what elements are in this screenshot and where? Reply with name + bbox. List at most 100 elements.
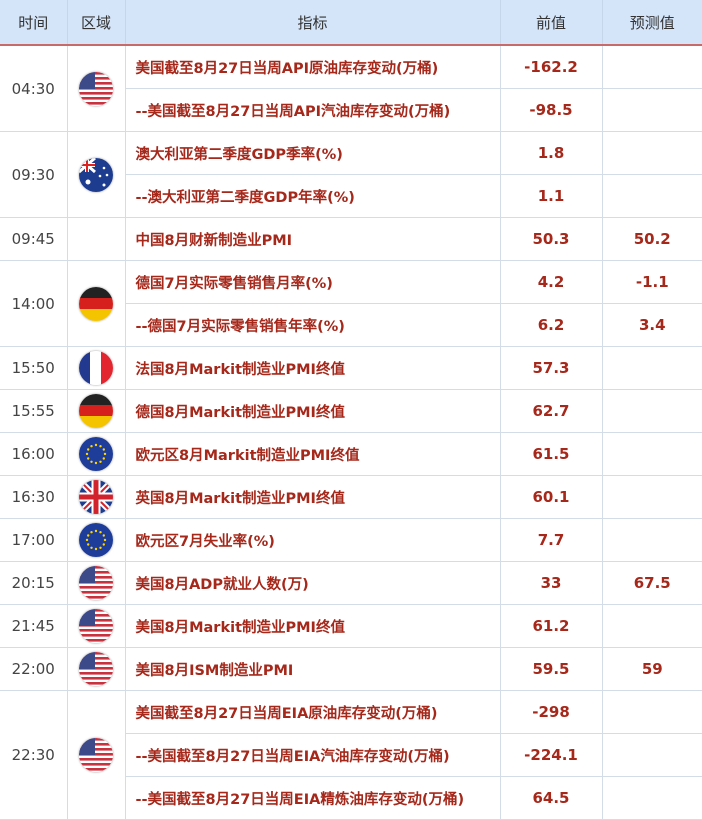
previous-value: 61.5 bbox=[500, 432, 603, 476]
forecast-value: 50.2 bbox=[602, 217, 702, 261]
indicator-name[interactable]: 德国8月Markit制造业PMI终值 bbox=[125, 389, 501, 433]
us-flag-icon bbox=[79, 738, 113, 772]
previous-value: 7.7 bbox=[500, 518, 603, 562]
indicator-name[interactable]: 德国7月实际零售销售月率(%) bbox=[125, 260, 501, 304]
previous-value: 33 bbox=[500, 561, 603, 605]
table-row: 15:50 法国8月Markit制造业PMI终值 57.3 bbox=[0, 346, 702, 390]
australia-flag-icon bbox=[79, 157, 113, 192]
previous-value: 1.1 bbox=[500, 174, 603, 218]
previous-value: 61.2 bbox=[500, 604, 603, 648]
region-cell bbox=[67, 44, 126, 132]
region-cell bbox=[67, 131, 126, 218]
us-flag-icon bbox=[79, 71, 113, 106]
indicator-name[interactable]: 美国截至8月27日当周API原油库存变动(万桶) bbox=[125, 44, 501, 89]
table-row: 04:30 美国截至8月27日当周API原油库存变动(万桶) -162.2 bbox=[0, 44, 702, 132]
indicator-name[interactable]: 中国8月财新制造业PMI bbox=[125, 217, 501, 261]
table-row: 17:00 欧元区7月失业率(%) 7.7 bbox=[0, 518, 702, 562]
forecast-value bbox=[602, 733, 702, 777]
table-row: 22:00 美国8月ISM制造业PMI 59.5 59 bbox=[0, 647, 702, 691]
indicator-name[interactable]: 美国8月ISM制造业PMI bbox=[125, 647, 501, 691]
table-row: 09:30 澳大利亚第二季度GDP季率(%) 1.8 bbox=[0, 131, 702, 218]
eu-flag-icon bbox=[79, 437, 113, 471]
indicator-name[interactable]: --澳大利亚第二季度GDP年率(%) bbox=[125, 174, 501, 218]
forecast-value: 3.4 bbox=[602, 303, 702, 347]
region-cell bbox=[67, 260, 126, 347]
header-time: 时间 bbox=[0, 0, 68, 46]
table-row: 16:00 欧元区8月Markit制造业PMI终值 61.5 bbox=[0, 432, 702, 476]
previous-value: 60.1 bbox=[500, 475, 603, 519]
table-row: 20:15 美国8月ADP就业人数(万) 33 67.5 bbox=[0, 561, 702, 605]
uk-flag-icon bbox=[79, 480, 113, 514]
header-region: 区域 bbox=[67, 0, 126, 46]
table-row: 14:00 德国7月实际零售销售月率(%) 4.2 -1.1 bbox=[0, 260, 702, 347]
indicator-name[interactable]: 美国截至8月27日当周EIA原油库存变动(万桶) bbox=[125, 690, 501, 734]
us-flag-icon bbox=[79, 652, 113, 686]
region-cell bbox=[67, 518, 126, 562]
table-row: 16:30 英国8月Markit制造业PMI终值 60.1 bbox=[0, 475, 702, 519]
header-indicator: 指标 bbox=[125, 0, 501, 46]
event-time: 09:45 bbox=[0, 217, 68, 261]
region-cell bbox=[67, 690, 126, 820]
previous-value: 50.3 bbox=[500, 217, 603, 261]
us-flag-icon bbox=[79, 609, 113, 643]
forecast-value bbox=[602, 475, 702, 519]
indicator-name[interactable]: --美国截至8月27日当周EIA精炼油库存变动(万桶) bbox=[125, 776, 501, 820]
indicator-name[interactable]: --美国截至8月27日当周API汽油库存变动(万桶) bbox=[125, 88, 501, 132]
event-time: 09:30 bbox=[0, 131, 68, 218]
table-row: 22:30 美国截至8月27日当周EIA原油库存变动(万桶) -298 bbox=[0, 690, 702, 820]
table-row: 09:45 中国8月财新制造业PMI 50.3 50.2 bbox=[0, 217, 702, 261]
eu-flag-icon bbox=[79, 523, 113, 557]
event-time: 20:15 bbox=[0, 561, 68, 605]
event-time: 21:45 bbox=[0, 604, 68, 648]
table-row: --美国截至8月27日当周API汽油库存变动(万桶) -98.5 bbox=[0, 88, 702, 132]
forecast-value bbox=[602, 432, 702, 476]
region-cell bbox=[67, 475, 126, 519]
event-time: 15:55 bbox=[0, 389, 68, 433]
forecast-value bbox=[602, 518, 702, 562]
event-time: 14:00 bbox=[0, 260, 68, 347]
event-time: 16:30 bbox=[0, 475, 68, 519]
previous-value: -98.5 bbox=[500, 88, 603, 132]
forecast-value bbox=[602, 604, 702, 648]
indicator-name[interactable]: --德国7月实际零售销售年率(%) bbox=[125, 303, 501, 347]
indicator-name[interactable]: --美国截至8月27日当周EIA汽油库存变动(万桶) bbox=[125, 733, 501, 777]
region-cell bbox=[67, 346, 126, 390]
region-cell bbox=[67, 604, 126, 648]
event-time: 15:50 bbox=[0, 346, 68, 390]
forecast-value: -1.1 bbox=[602, 260, 702, 304]
header-forecast: 预测值 bbox=[602, 0, 702, 46]
germany-flag-icon bbox=[79, 394, 113, 428]
us-flag-icon bbox=[79, 566, 113, 600]
indicator-name[interactable]: 美国8月ADP就业人数(万) bbox=[125, 561, 501, 605]
event-time: 16:00 bbox=[0, 432, 68, 476]
header-row: 时间 区域 指标 前值 预测值 bbox=[0, 0, 702, 46]
indicator-name[interactable]: 美国8月Markit制造业PMI终值 bbox=[125, 604, 501, 648]
previous-value: -298 bbox=[500, 690, 603, 734]
previous-value: 62.7 bbox=[500, 389, 603, 433]
region-cell bbox=[67, 561, 126, 605]
previous-value: 6.2 bbox=[500, 303, 603, 347]
previous-value: 57.3 bbox=[500, 346, 603, 390]
indicator-name[interactable]: 欧元区7月失业率(%) bbox=[125, 518, 501, 562]
previous-value: 4.2 bbox=[500, 260, 603, 304]
header-previous: 前值 bbox=[500, 0, 603, 46]
indicator-name[interactable]: 英国8月Markit制造业PMI终值 bbox=[125, 475, 501, 519]
indicator-name[interactable]: 欧元区8月Markit制造业PMI终值 bbox=[125, 432, 501, 476]
region-cell bbox=[67, 389, 126, 433]
indicator-name[interactable]: 法国8月Markit制造业PMI终值 bbox=[125, 346, 501, 390]
forecast-value bbox=[602, 88, 702, 132]
table-row: 21:45 美国8月Markit制造业PMI终值 61.2 bbox=[0, 604, 702, 648]
indicator-name[interactable]: 澳大利亚第二季度GDP季率(%) bbox=[125, 131, 501, 175]
germany-flag-icon bbox=[79, 286, 113, 321]
previous-value: 1.8 bbox=[500, 131, 603, 175]
event-time: 17:00 bbox=[0, 518, 68, 562]
event-time: 22:30 bbox=[0, 690, 68, 820]
region-cell bbox=[67, 647, 126, 691]
forecast-value bbox=[602, 174, 702, 218]
previous-value: 59.5 bbox=[500, 647, 603, 691]
forecast-value bbox=[602, 776, 702, 820]
region-cell bbox=[67, 432, 126, 476]
forecast-value: 59 bbox=[602, 647, 702, 691]
table-row: --美国截至8月27日当周EIA汽油库存变动(万桶) -224.1 bbox=[0, 733, 702, 777]
